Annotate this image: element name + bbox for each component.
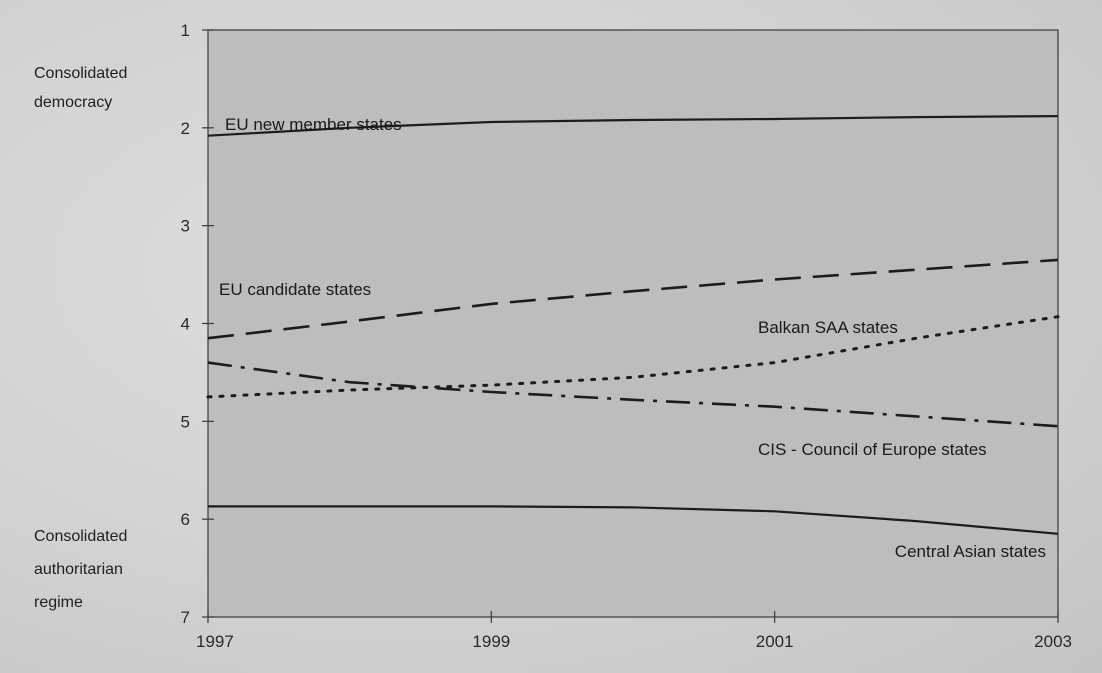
x-tick-label: 2003 <box>1034 632 1072 651</box>
series-lines <box>206 115 1060 535</box>
series-label-2: Balkan SAA states <box>758 318 898 337</box>
series-line-3 <box>207 361 1059 428</box>
series-label-3: CIS - Council of Europe states <box>758 440 987 459</box>
x-tick-label: 1997 <box>196 632 234 651</box>
y-annotation-bottom-line: authoritarian <box>34 561 123 578</box>
series-label-4: Central Asian states <box>895 542 1046 561</box>
y-annotation-top-line: Consolidated <box>34 65 127 82</box>
series-line-0 <box>207 115 1059 137</box>
y-annotation-bottom-line: Consolidated <box>34 528 127 545</box>
x-axis: 1997 1999 2001 2003 <box>196 611 1072 651</box>
y-tick-label: 5 <box>181 412 190 431</box>
y-tick-label: 1 <box>181 21 190 40</box>
series-line-1 <box>207 258 1059 340</box>
y-tick-label: 2 <box>181 119 190 138</box>
y-tick-label: 3 <box>181 217 190 236</box>
y-axis: 1 2 3 4 5 6 7 <box>181 21 214 627</box>
y-tick-label: 7 <box>181 608 190 627</box>
y-annotation-bottom-line: regime <box>34 594 83 611</box>
x-tick-label: 1999 <box>472 632 510 651</box>
x-tick-label: 2001 <box>756 632 794 651</box>
series-label-1: EU candidate states <box>219 280 371 299</box>
series-labels: EU new member states EU candidate states B… <box>219 115 1046 561</box>
series-line-2 <box>206 315 1060 399</box>
series-label-0: EU new member states <box>225 115 402 134</box>
y-tick-label: 6 <box>181 510 190 529</box>
y-annotations: Consolidated democracy Consolidated authori… <box>34 65 127 611</box>
y-annotation-top-line: democracy <box>34 94 112 111</box>
y-tick-label: 4 <box>181 315 190 334</box>
series-line-4 <box>208 505 1059 535</box>
